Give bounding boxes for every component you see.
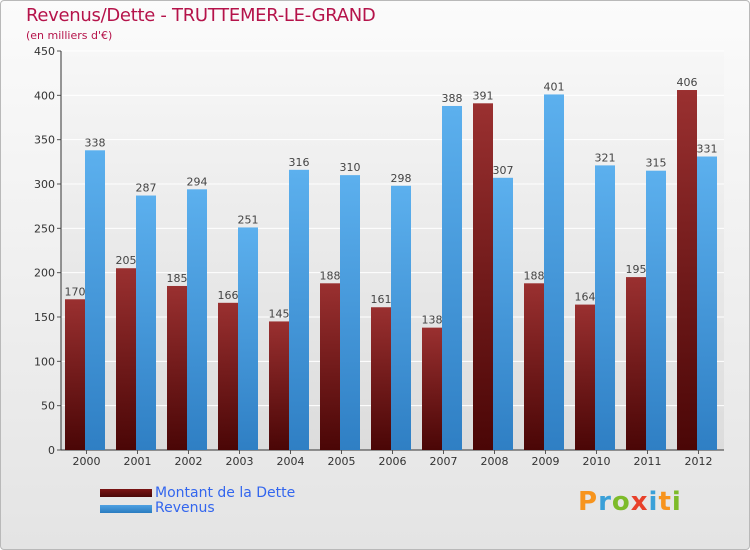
bar-revenus <box>289 169 309 450</box>
y-tick-label: 250 <box>34 222 55 235</box>
y-tick-label: 400 <box>34 89 55 102</box>
bar-revenus <box>595 165 615 450</box>
x-tick-label: 2007 <box>430 455 458 468</box>
bar-dette <box>371 307 391 450</box>
data-label: 195 <box>626 263 647 276</box>
data-label: 205 <box>116 254 137 267</box>
data-label: 338 <box>85 136 106 149</box>
y-tick-label: 50 <box>41 400 55 413</box>
bar-revenus <box>391 185 411 451</box>
x-tick-label: 2011 <box>634 455 662 468</box>
data-label: 391 <box>473 89 494 102</box>
data-label: 166 <box>218 289 239 302</box>
bar-dette <box>167 285 187 450</box>
x-tick-label: 2009 <box>532 455 560 468</box>
bar-dette <box>677 90 697 450</box>
chart-subtitle: (en milliers d'€) <box>26 29 113 42</box>
data-label: 138 <box>422 314 443 327</box>
bar-revenus <box>136 195 156 450</box>
bar-revenus <box>646 170 666 450</box>
x-tick-label: 2002 <box>175 455 203 468</box>
x-tick-label: 2006 <box>379 455 407 468</box>
proxiti-logo: Proxiti <box>578 487 682 517</box>
x-tick-label: 2004 <box>277 455 305 468</box>
bar-dette <box>626 277 646 450</box>
data-label: 307 <box>493 164 514 177</box>
legend-label-revenus: Revenus <box>155 500 215 516</box>
data-label: 161 <box>371 293 392 306</box>
data-label: 170 <box>65 285 86 298</box>
bar-revenus <box>697 156 717 450</box>
data-label: 310 <box>340 161 361 174</box>
x-tick-label: 2005 <box>328 455 356 468</box>
x-tick-label: 2000 <box>73 455 101 468</box>
data-label: 164 <box>575 291 596 304</box>
bar-revenus <box>442 105 462 451</box>
bar-dette <box>575 304 595 450</box>
y-tick-label: 450 <box>34 45 55 58</box>
data-label: 321 <box>595 151 616 164</box>
data-label: 287 <box>136 182 157 195</box>
y-tick-label: 350 <box>34 134 55 147</box>
legend-label-dette: Montant de la Dette <box>155 485 296 501</box>
bar-dette <box>422 327 442 450</box>
x-tick-label: 2001 <box>124 455 152 468</box>
bar-revenus <box>544 94 564 451</box>
bar-dette <box>473 103 493 451</box>
data-label: 188 <box>524 269 545 282</box>
data-label: 251 <box>238 213 259 226</box>
y-tick-label: 0 <box>48 444 55 457</box>
x-tick-label: 2010 <box>583 455 611 468</box>
data-label: 406 <box>677 76 698 89</box>
data-label: 294 <box>187 175 208 188</box>
bar-dette <box>116 268 136 450</box>
bar-dette <box>320 283 340 450</box>
y-tick-label: 200 <box>34 267 55 280</box>
data-label: 188 <box>320 269 341 282</box>
bar-revenus <box>85 150 105 450</box>
bar-dette <box>524 283 544 450</box>
data-label: 315 <box>646 157 667 170</box>
bar-dette <box>65 299 85 450</box>
data-label: 298 <box>391 172 412 185</box>
bar-dette <box>269 321 289 450</box>
data-label: 145 <box>269 307 290 320</box>
x-tick-label: 2003 <box>226 455 254 468</box>
data-label: 331 <box>697 143 718 156</box>
bar-revenus <box>493 177 513 450</box>
data-label: 401 <box>544 80 565 93</box>
x-tick-label: 2008 <box>481 455 509 468</box>
data-label: 388 <box>442 92 463 105</box>
data-label: 185 <box>167 272 188 285</box>
y-tick-label: 300 <box>34 178 55 191</box>
bar-revenus <box>238 227 258 450</box>
legend-swatch-revenus <box>100 505 152 513</box>
bar-revenus <box>187 189 207 450</box>
bar-revenus <box>340 175 360 450</box>
bar-dette <box>218 302 238 450</box>
chart-title: Revenus/Dette - TRUTTEMER-LE-GRAND <box>26 5 376 26</box>
x-tick-label: 2012 <box>685 455 713 468</box>
y-tick-label: 150 <box>34 311 55 324</box>
y-tick-label: 100 <box>34 355 55 368</box>
legend-swatch-dette <box>100 489 152 497</box>
data-label: 316 <box>289 156 310 169</box>
